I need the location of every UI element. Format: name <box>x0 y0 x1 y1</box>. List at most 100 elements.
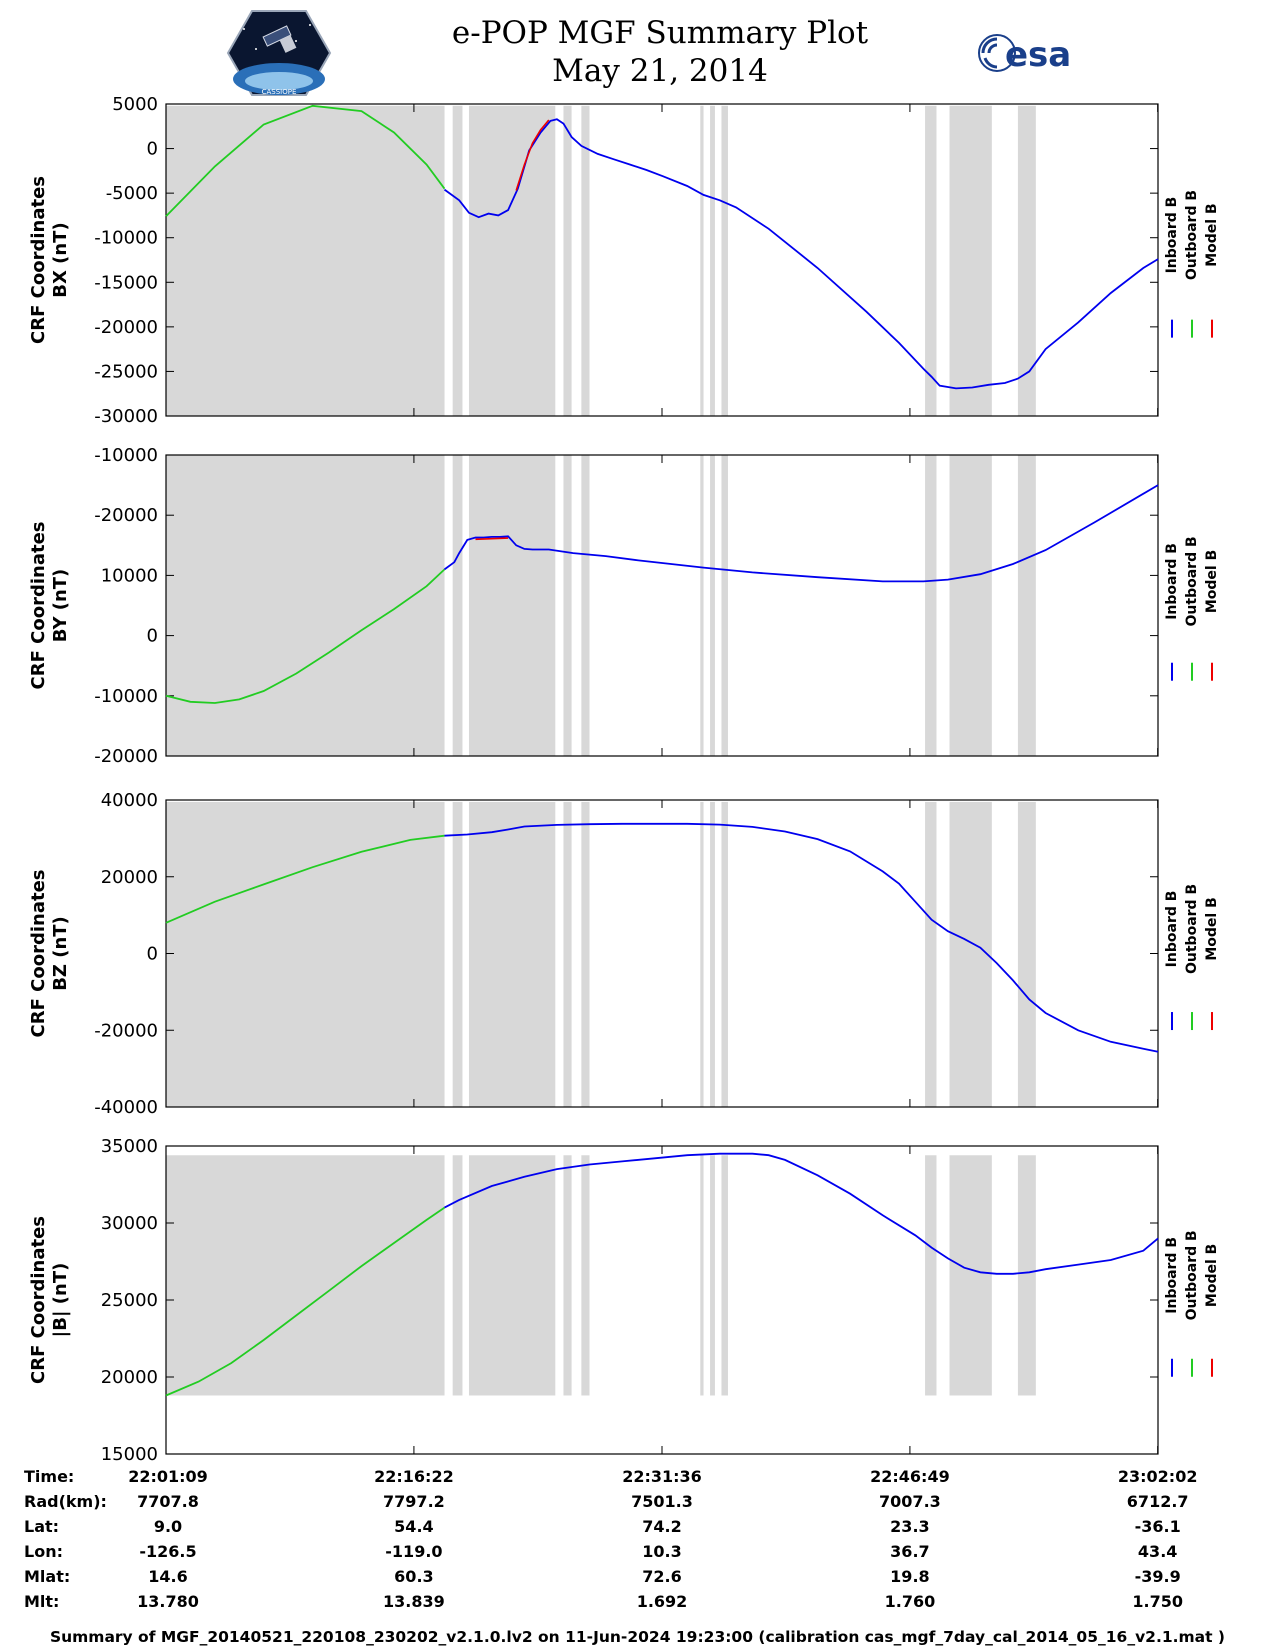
gap-shade <box>452 1155 463 1396</box>
gap-shade <box>581 1155 590 1396</box>
footer-caption: Summary of MGF_20140521_220108_230202_v2… <box>49 1628 1226 1646</box>
orbit-row-label: Rad(km): <box>24 1492 107 1511</box>
gap-shade <box>563 1155 572 1396</box>
orbit-cell: 22:01:09 <box>128 1467 208 1486</box>
y-tick-label: -20000 <box>94 746 158 767</box>
gap-shade <box>563 455 572 756</box>
orbit-row-label: Time: <box>24 1467 74 1486</box>
gap-shade <box>710 105 715 416</box>
y-tick-label: -5000 <box>106 183 158 204</box>
orbit-cell: 6712.7 <box>1127 1492 1189 1511</box>
orbit-row-label: Mlat: <box>24 1567 70 1586</box>
gap-shade <box>721 105 728 416</box>
agency-logo-text: esa <box>1005 35 1071 75</box>
page-title: e-POP MGF Summary Plot May 21, 2014 <box>380 14 940 90</box>
gap-shade <box>581 801 590 1107</box>
gap-shade <box>166 801 445 1107</box>
gap-shade <box>468 455 556 756</box>
orbit-cell: -119.0 <box>385 1542 442 1561</box>
series-inboard <box>443 484 1159 583</box>
gap-shade <box>925 455 937 756</box>
y-tick-label: 0 <box>147 139 158 160</box>
y-tick-label: -30000 <box>94 406 158 427</box>
gap-shade <box>468 801 556 1107</box>
gap-shade <box>721 801 728 1107</box>
orbit-cell: 7707.8 <box>137 1492 199 1511</box>
gap-shade <box>166 105 445 416</box>
orbit-cell: 22:31:36 <box>622 1467 702 1486</box>
y-tick-label: 15000 <box>101 1444 158 1465</box>
y-tick-label: 40000 <box>101 790 158 811</box>
orbit-cell: 60.3 <box>394 1567 433 1586</box>
y-tick-label: 10000 <box>101 565 158 586</box>
legend-label: Outboard B <box>1184 190 1200 280</box>
gap-shade <box>700 455 704 756</box>
orbit-cell: 23:02:02 <box>1118 1467 1198 1486</box>
gap-shade <box>452 455 463 756</box>
gap-shade <box>949 801 992 1107</box>
gap-shade <box>700 801 704 1107</box>
series-outboard <box>165 104 446 217</box>
orbit-row-label: Lon: <box>24 1542 63 1561</box>
y-tick-label: 0 <box>147 626 158 647</box>
orbit-cell: -126.5 <box>139 1542 196 1561</box>
y-axis-label: CRF Coordinates <box>28 176 49 344</box>
y-axis-label: CRF Coordinates <box>28 1216 49 1384</box>
orbit-cell: 22:46:49 <box>870 1467 950 1486</box>
gap-shade <box>710 801 715 1107</box>
orbit-cell: 1.750 <box>1132 1592 1183 1611</box>
series-model <box>475 537 509 541</box>
gap-shade <box>949 1155 992 1396</box>
orbit-row-label: Lat: <box>24 1517 59 1536</box>
orbit-cell: 22:16:22 <box>374 1467 454 1486</box>
y-axis-unit-label: BZ (nT) <box>50 916 71 991</box>
series-outboard <box>165 568 446 704</box>
legend-label: Outboard B <box>1184 884 1200 974</box>
gap-shade <box>721 1155 728 1396</box>
orbit-cell: 13.780 <box>137 1592 199 1611</box>
panel-4: 35000 30000 25000 20000 15000 CRF Coordinates… <box>28 1136 1220 1465</box>
series-outboard <box>165 1206 446 1397</box>
gap-shade <box>1017 455 1036 756</box>
gap-shade <box>581 105 590 416</box>
panel-1: 5000 0 -5000 -10000 -15000 -20000 -25000 -30000… <box>28 94 1220 427</box>
gap-shade <box>563 105 572 416</box>
series-inboard <box>443 118 1159 390</box>
mission-logo: CASSIOPE <box>226 10 332 96</box>
gap-shade <box>563 801 572 1107</box>
y-tick-label: -40000 <box>94 1097 158 1118</box>
orbit-cell: 19.8 <box>890 1567 929 1586</box>
series-inboard <box>444 822 1159 1053</box>
y-tick-label: -20000 <box>94 317 158 338</box>
legend-label: Inboard B <box>1164 197 1180 274</box>
gap-shade <box>700 105 704 416</box>
gap-shade <box>925 801 937 1107</box>
gap-shade <box>452 105 463 416</box>
orbit-cell: 1.692 <box>637 1592 688 1611</box>
y-tick-label: -20000 <box>94 505 158 526</box>
gap-shade <box>468 105 556 416</box>
series-outboard <box>165 834 445 924</box>
gap-shade <box>1017 1155 1036 1396</box>
legend-label: Outboard B <box>1184 1230 1200 1320</box>
y-axis-label: CRF Coordinates <box>28 870 49 1038</box>
y-tick-label: 20000 <box>101 867 158 888</box>
agency-logo: esa <box>978 34 1071 75</box>
y-axis-unit-label: BY (nT) <box>50 569 71 643</box>
panel-2: -10000 -20000 10000 0 -10000 -20000 CRF Coordi… <box>28 445 1220 767</box>
orbit-cell: 1.760 <box>885 1592 936 1611</box>
legend-label: Outboard B <box>1184 536 1200 626</box>
y-tick-label: -10000 <box>94 686 158 707</box>
orbit-cell: 9.0 <box>154 1517 182 1536</box>
plot-title: e-POP MGF Summary Plot <box>451 15 869 51</box>
gap-shade <box>452 801 463 1107</box>
legend-label: Inboard B <box>1164 891 1180 968</box>
orbit-row-label: Mlt: <box>24 1592 59 1611</box>
y-tick-label: -20000 <box>94 1020 158 1041</box>
gap-shade <box>581 455 590 756</box>
series-inboard <box>444 1152 1159 1275</box>
orbit-cell: 7007.3 <box>879 1492 941 1511</box>
y-tick-label: 20000 <box>101 1367 158 1388</box>
gap-shade <box>1017 801 1036 1107</box>
